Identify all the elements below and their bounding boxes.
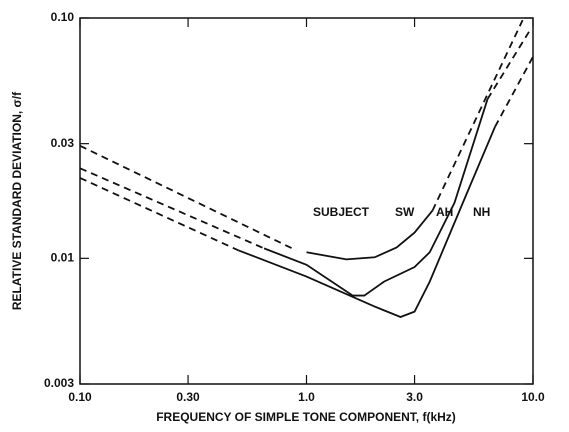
x-tick-label: 3.0	[406, 390, 423, 404]
y-tick-label: 0.01	[51, 251, 75, 265]
series-label: AH	[436, 205, 453, 219]
annotation: SUBJECT	[313, 205, 370, 219]
curve	[79, 167, 265, 250]
x-tick-label: 0.30	[176, 390, 200, 404]
x-tick-label: 10.0	[521, 390, 545, 404]
x-tick-label: 1.0	[298, 390, 315, 404]
series-label: SW	[395, 205, 415, 219]
curve	[486, 31, 530, 100]
curve	[237, 126, 496, 318]
curve	[79, 144, 297, 252]
y-axis-label: RELATIVE STANDARD DEVIATION, σ/f	[10, 91, 24, 310]
curve	[431, 19, 524, 211]
series-label: NH	[473, 205, 490, 219]
x-axis-label: FREQUENCY OF SIMPLE TONE COMPONENT, f(kH…	[156, 410, 456, 424]
curve	[79, 177, 239, 252]
plot-frame	[79, 17, 534, 385]
y-tick-label: 0.10	[51, 10, 75, 24]
curve	[263, 98, 489, 297]
curve	[306, 210, 434, 261]
curve	[494, 56, 534, 128]
y-tick-label: 0.003	[44, 376, 74, 390]
y-tick-label: 0.03	[51, 136, 75, 150]
x-tick-label: 0.10	[68, 390, 92, 404]
